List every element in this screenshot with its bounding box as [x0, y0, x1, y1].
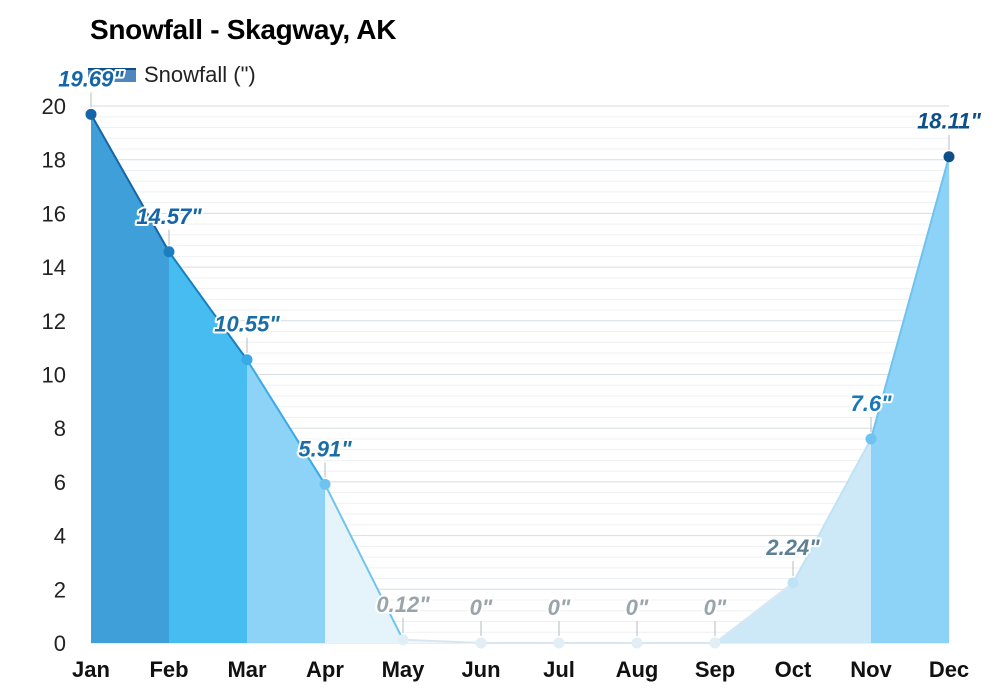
data-label: 5.91"	[298, 436, 352, 461]
data-label: 0"	[548, 595, 571, 620]
y-tick-label: 8	[54, 416, 66, 441]
x-tick-label: Jul	[543, 657, 575, 682]
data-label: 0"	[626, 595, 649, 620]
chart-title: Snowfall - Skagway, AK	[90, 14, 397, 45]
data-point	[865, 433, 877, 445]
line-segment	[324, 483, 404, 641]
data-label: 7.6"	[850, 391, 892, 416]
line-segment	[402, 638, 482, 644]
data-label: 0.12"	[376, 592, 430, 617]
area-segment	[871, 156, 949, 643]
y-tick-label: 18	[42, 148, 66, 173]
data-point	[163, 246, 175, 258]
x-tick-label: Sep	[695, 657, 735, 682]
data-points	[85, 108, 955, 649]
data-label: 18.11"	[917, 109, 981, 134]
x-tick-label: Oct	[775, 657, 812, 682]
line-segment	[792, 438, 872, 584]
y-tick-label: 4	[54, 524, 66, 549]
x-tick-label: May	[382, 657, 426, 682]
data-point	[241, 354, 253, 366]
data-label: 0"	[704, 595, 727, 620]
data-label: 10.55"	[214, 312, 280, 337]
legend-swatch-icon	[88, 64, 136, 86]
data-point	[787, 577, 799, 589]
data-point	[553, 637, 565, 649]
y-tick-label: 2	[54, 577, 66, 602]
data-label: 2.24"	[765, 535, 820, 560]
line-segment	[246, 359, 326, 485]
y-tick-label: 20	[42, 94, 66, 119]
y-tick-label: 0	[54, 631, 66, 656]
line-segment	[870, 156, 950, 440]
area-segment	[169, 251, 247, 643]
x-tick-label: Dec	[929, 657, 969, 682]
data-point	[631, 637, 643, 649]
x-tick-label: Aug	[616, 657, 659, 682]
x-tick-label: Apr	[306, 657, 344, 682]
y-tick-label: 16	[42, 201, 66, 226]
data-point	[319, 478, 331, 490]
x-tick-label: Feb	[149, 657, 188, 682]
line-segment	[168, 251, 248, 361]
legend: Snowfall (")	[88, 62, 256, 88]
y-tick-label: 10	[42, 363, 66, 388]
y-tick-label: 14	[42, 255, 66, 280]
line-segment	[90, 113, 170, 253]
series-line	[90, 113, 950, 644]
area-segment	[247, 359, 325, 643]
area-segment	[793, 438, 871, 643]
x-tick-label: Mar	[227, 657, 267, 682]
x-tick-label: Jan	[72, 657, 110, 682]
area-fills	[91, 114, 949, 644]
data-labels: 19.69" 14.57" 10.55" 5.91" 0.12" 0" 0" 0" 0" 2.24…	[56, 64, 983, 636]
x-tick-label: Nov	[850, 657, 892, 682]
data-label: 0"	[470, 595, 493, 620]
data-point	[397, 634, 409, 646]
data-label: 14.57"	[136, 204, 202, 229]
y-axis: 0 2 4 6 8 10 12 14 16 18 20	[42, 94, 66, 656]
data-point	[943, 151, 955, 163]
area-segment	[91, 114, 169, 644]
data-point	[709, 637, 721, 649]
x-axis: Jan Feb Mar Apr May Jun Jul Aug Sep Oct Nov Dec	[72, 657, 969, 682]
line-segment	[714, 582, 794, 644]
legend-label: Snowfall (")	[144, 62, 256, 87]
x-tick-label: Jun	[461, 657, 500, 682]
y-tick-label: 6	[54, 470, 66, 495]
data-point	[475, 637, 487, 649]
data-point	[85, 108, 97, 120]
y-tick-label: 12	[42, 309, 66, 334]
data-label: 19.69"	[58, 66, 124, 91]
